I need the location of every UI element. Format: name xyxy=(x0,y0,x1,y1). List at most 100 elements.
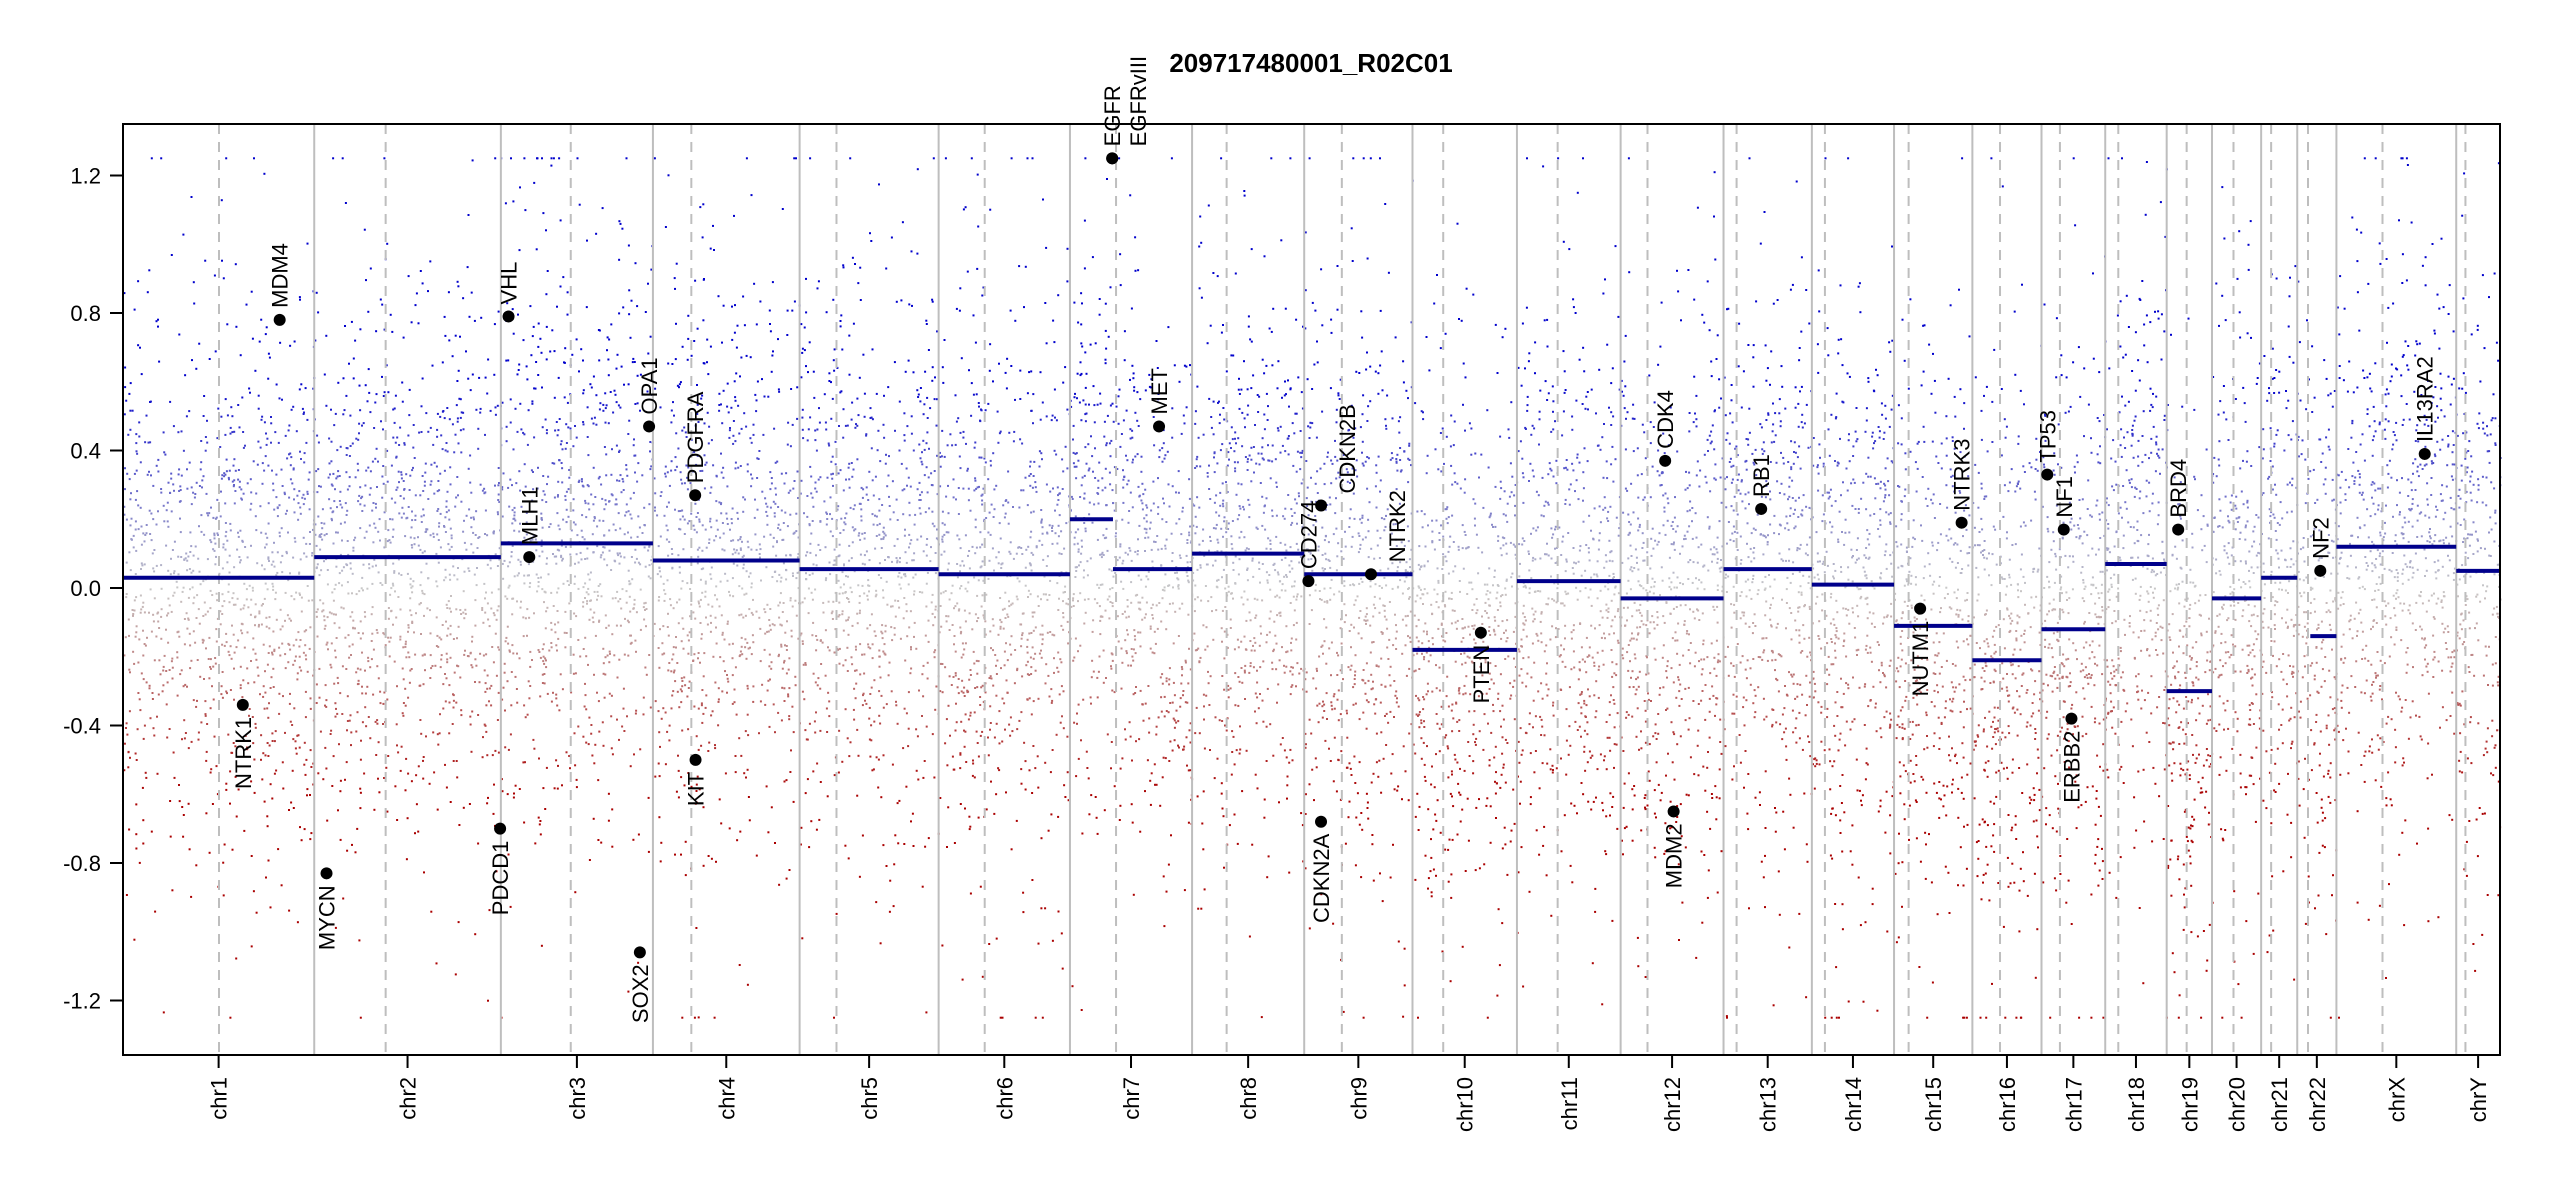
probe-point xyxy=(473,573,476,576)
probe-point xyxy=(475,510,478,513)
probe-point xyxy=(436,412,439,415)
probe-point xyxy=(675,322,677,325)
probe-point xyxy=(1051,633,1054,636)
probe-point xyxy=(771,576,774,578)
probe-point xyxy=(637,833,640,836)
probe-point xyxy=(366,685,369,688)
probe-point xyxy=(677,796,680,799)
probe-point xyxy=(974,477,977,480)
probe-point xyxy=(1053,388,1056,391)
probe-point xyxy=(1028,371,1031,374)
probe-point xyxy=(969,509,972,512)
probe-point xyxy=(469,481,472,484)
probe-point xyxy=(614,503,617,506)
probe-point xyxy=(910,648,912,651)
probe-point xyxy=(844,517,847,520)
probe-point xyxy=(531,659,533,661)
probe-point xyxy=(408,656,411,659)
probe-point xyxy=(940,625,943,628)
probe-point xyxy=(341,539,343,542)
probe-point xyxy=(626,474,629,477)
probe-point xyxy=(846,646,849,649)
probe-point xyxy=(944,590,947,592)
probe-point xyxy=(747,796,750,798)
probe-point xyxy=(316,434,319,437)
probe-point xyxy=(890,605,892,608)
probe-point xyxy=(916,389,919,392)
probe-point xyxy=(452,760,455,762)
probe-point xyxy=(828,372,831,375)
probe-point xyxy=(331,519,333,522)
probe-point xyxy=(817,478,820,481)
probe-point xyxy=(939,485,942,488)
probe-point xyxy=(750,473,752,476)
probe-point xyxy=(435,616,438,619)
probe-point xyxy=(814,731,817,734)
probe-point xyxy=(346,849,349,852)
probe-point xyxy=(527,680,530,683)
probe-point xyxy=(253,791,256,794)
probe-point xyxy=(766,514,769,517)
probe-point xyxy=(607,374,610,377)
probe-point xyxy=(371,632,374,635)
probe-point xyxy=(1058,552,1061,555)
probe-point xyxy=(846,424,849,427)
probe-point xyxy=(229,432,232,435)
probe-point xyxy=(972,650,975,653)
probe-point xyxy=(203,533,206,536)
probe-point xyxy=(869,232,871,235)
probe-point xyxy=(1066,620,1069,623)
probe-point xyxy=(625,590,628,593)
probe-point xyxy=(364,669,366,672)
probe-point xyxy=(1032,553,1035,556)
probe-point xyxy=(833,559,836,562)
probe-point xyxy=(1040,837,1043,840)
probe-point xyxy=(146,473,149,476)
probe-point xyxy=(1021,634,1024,637)
probe-point xyxy=(215,555,217,558)
probe-point xyxy=(407,696,410,699)
probe-point xyxy=(866,594,869,597)
probe-point xyxy=(309,838,312,841)
probe-point xyxy=(847,575,849,578)
probe-point xyxy=(316,491,319,494)
probe-point xyxy=(776,580,779,583)
probe-point xyxy=(874,634,877,637)
probe-point xyxy=(631,361,634,364)
probe-point xyxy=(687,314,690,317)
probe-point xyxy=(505,359,508,362)
probe-point xyxy=(941,429,944,432)
probe-point xyxy=(209,607,212,610)
probe-point xyxy=(789,445,792,448)
probe-point xyxy=(828,700,831,703)
probe-point xyxy=(677,754,679,757)
probe-point xyxy=(367,310,370,313)
probe-point xyxy=(149,588,152,591)
probe-point xyxy=(429,260,432,263)
probe-point xyxy=(674,680,677,683)
probe-point xyxy=(231,597,234,600)
probe-point xyxy=(878,562,881,565)
probe-point xyxy=(863,537,866,540)
probe-point xyxy=(305,555,308,558)
probe-point xyxy=(794,675,797,678)
probe-point xyxy=(933,525,936,528)
probe-point xyxy=(625,157,628,160)
probe-point xyxy=(413,543,416,546)
probe-point xyxy=(676,662,679,664)
probe-point xyxy=(1091,521,1094,524)
probe-point xyxy=(964,534,967,537)
probe-point xyxy=(307,599,310,602)
probe-point xyxy=(242,607,245,610)
probe-point xyxy=(833,651,836,654)
probe-point xyxy=(726,382,729,385)
probe-point xyxy=(966,469,969,472)
probe-point xyxy=(814,481,817,484)
probe-point xyxy=(526,443,529,446)
probe-point xyxy=(792,532,795,535)
probe-point xyxy=(391,330,394,333)
probe-point xyxy=(233,502,236,505)
probe-point xyxy=(922,664,925,667)
probe-point xyxy=(289,478,292,481)
probe-point xyxy=(542,490,545,493)
